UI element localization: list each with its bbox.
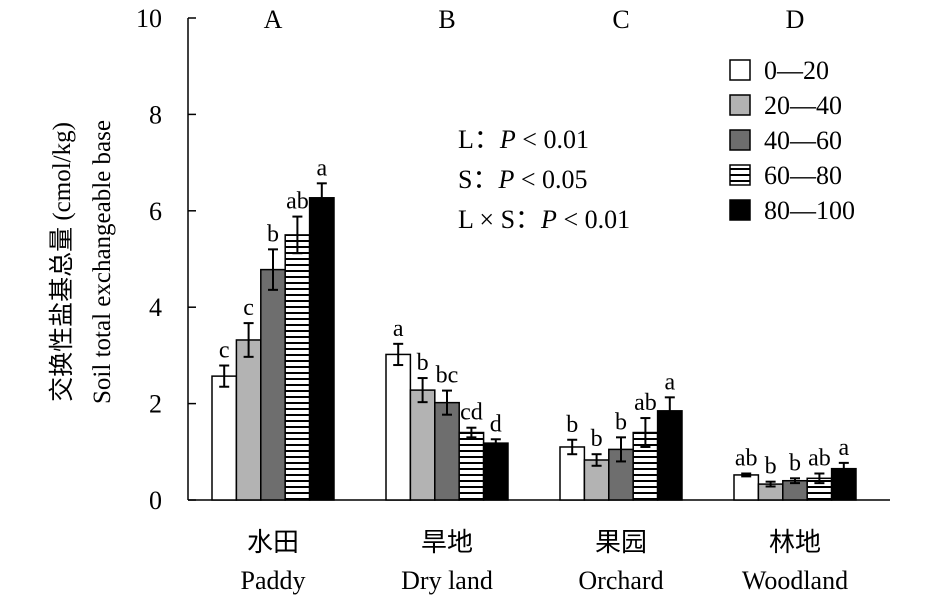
category-label-cn: 林地: [769, 528, 821, 557]
legend-label: 40—60: [764, 126, 842, 155]
bar: [284, 234, 311, 501]
error-bar: [316, 182, 327, 214]
error-bar: [393, 342, 404, 367]
significance-letter: b: [765, 454, 777, 480]
error-bar: [591, 453, 602, 467]
error-bar: [790, 477, 800, 485]
legend-swatch: [729, 129, 751, 151]
y-tick-label: 4: [149, 293, 162, 322]
error-bar: [466, 426, 477, 439]
category-label-en: Woodland: [742, 566, 848, 595]
error-bar: [838, 461, 849, 476]
y-tick-label: 0: [149, 486, 162, 515]
significance-letter: a: [664, 369, 675, 395]
significance-letter: bc: [436, 363, 459, 389]
legend-swatch: [729, 94, 751, 116]
error-bar: [219, 364, 230, 388]
significance-letter: a: [393, 316, 404, 342]
significance-letter: c: [219, 338, 230, 364]
stats-line-2: S：P < 0.05: [458, 165, 588, 194]
legend-swatch: [729, 164, 751, 186]
error-bar: [616, 436, 626, 463]
significance-letter: c: [243, 295, 254, 321]
legend: 0—20 20—40 40—60 60—80 80—100: [729, 56, 855, 225]
significance-letter: a: [316, 155, 327, 181]
error-bar: [664, 396, 675, 426]
bar: [211, 375, 238, 501]
error-bar: [243, 322, 254, 358]
error-bar: [567, 438, 578, 456]
significance-letter: b: [615, 409, 627, 435]
category-label-en: Dry land: [401, 566, 493, 595]
bar: [235, 339, 262, 501]
y-tick-label: 10: [136, 4, 162, 33]
significance-letter: b: [267, 221, 279, 247]
bar: [308, 197, 335, 501]
stats-line-1: L：P < 0.01: [458, 125, 589, 154]
error-bar: [442, 389, 452, 416]
significance-letter: ab: [808, 445, 831, 471]
bar: [409, 389, 436, 501]
bar: [385, 353, 412, 501]
significance-letter: cd: [460, 400, 483, 426]
panel-letter: A: [264, 5, 283, 34]
panel-letter: C: [612, 5, 629, 34]
legend-label: 20—40: [764, 91, 842, 120]
error-bar: [814, 472, 825, 485]
category-label-en: Orchard: [578, 566, 663, 595]
category-label-en: Paddy: [241, 566, 306, 595]
significance-letter: d: [490, 411, 502, 437]
y-tick-label: 2: [149, 390, 162, 419]
error-bar: [292, 215, 303, 255]
significance-letter: ab: [634, 390, 657, 416]
legend-swatch: [729, 59, 751, 81]
category-label-cn: 果园: [595, 528, 647, 557]
error-bar: [741, 472, 752, 478]
bar: [482, 442, 509, 501]
stats-line-3: L × S：P < 0.01: [458, 205, 630, 234]
y-axis-label-en: Soil total exchangeable base: [89, 120, 116, 404]
legend-label: 60—80: [764, 161, 842, 190]
bar: [458, 431, 485, 501]
error-bar: [268, 248, 278, 291]
bar: [434, 401, 460, 501]
y-tick-label: 8: [149, 100, 162, 129]
bar: [559, 446, 586, 501]
error-bar: [640, 417, 651, 448]
significance-letter: b: [789, 450, 801, 476]
bar: [733, 474, 760, 501]
error-bar: [765, 480, 776, 488]
significance-letter: ab: [286, 189, 309, 215]
significance-letter: b: [417, 350, 429, 376]
significance-letter: b: [566, 412, 578, 438]
significance-letter: b: [591, 426, 603, 452]
panel-letter: B: [438, 5, 455, 34]
y-tick-label: 6: [149, 197, 162, 226]
bar: [260, 268, 286, 501]
category-label-cn: 水田: [247, 528, 299, 557]
legend-label: 0—20: [764, 56, 829, 85]
significance-letter: ab: [735, 445, 758, 471]
significance-letter: a: [838, 435, 849, 461]
error-bar: [417, 377, 428, 404]
stats-block: L：P < 0.01 S：P < 0.05 L × S：P < 0.01: [458, 125, 630, 234]
legend-swatch: [729, 199, 751, 221]
error-bar: [490, 438, 501, 448]
y-axis-label-cn: 交换性盐基总量 (cmol/kg): [48, 122, 76, 402]
panel-letter: D: [786, 5, 805, 34]
legend-label: 80—100: [764, 196, 855, 225]
category-label-cn: 旱地: [421, 528, 473, 557]
